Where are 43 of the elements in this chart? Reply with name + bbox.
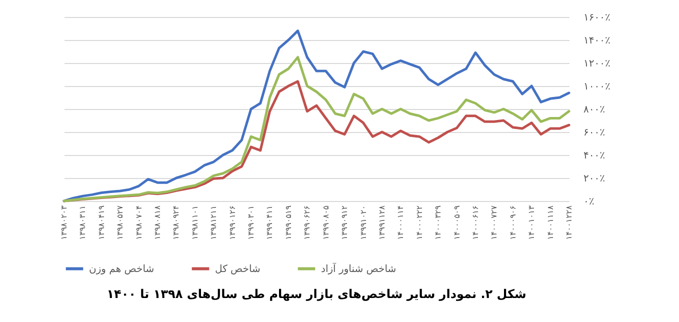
- x-tick-label: ۱۴۰۰۰۱۱۴: [396, 206, 406, 240]
- y-tick-label: ۴۰۰٪: [584, 150, 605, 162]
- x-tick-label: ۱۳۹۸۰۹۲۴: [172, 206, 181, 240]
- x-tick-label: ۱۳۹۹۰۹۱۲: [340, 206, 350, 240]
- x-tick-label: ۱۳۹۹۰۵۱۹: [284, 206, 293, 240]
- x-tick-label: ۱۴۰۰۰۹۰۶: [508, 206, 518, 240]
- text: شکل ۲. نمودار سایر شاخص‌های بازار سهام طی سال‌های ۱۳۹۸ تا ۱۴۰۰: [106, 287, 526, 301]
- x-tick-label: ۱۳۹۹۰۴۱۱: [265, 206, 274, 240]
- y-tick-label: ۶۰۰٪: [584, 128, 605, 138]
- x-tick-label: ۱۴۰۰۰۷۲۷: [490, 204, 499, 240]
- y-tick-label: ۱۰۰۰٪: [584, 82, 610, 92]
- legend-label: شاخص شناور آزاد: [321, 262, 396, 275]
- x-tick-label: ۱۴۰۰۰۶۱۶: [470, 206, 480, 240]
- x-tick-label: ۱۳۹۹۱۱۲۸: [377, 204, 386, 240]
- x-tick-label: ۱۳۹۸۰۷۰۴: [134, 206, 144, 240]
- y-tick-label: ۲۰۰٪: [584, 174, 605, 184]
- line-series: [62, 56, 570, 202]
- x-tick-label: ۱۴۰۰۰۲۲۲: [414, 206, 424, 240]
- x-tick-label: ۱۴۰۰۱۱۱۸: [546, 204, 555, 240]
- y-tick-label: ۱۴۰۰٪: [584, 36, 610, 46]
- y-tick-label: ۱۶۰۰٪: [584, 12, 610, 24]
- x-tick-label: ۱۳۹۸۱۱۰۱: [190, 206, 200, 240]
- line-series: [62, 30, 570, 202]
- x-tick-label: ۱۴۰۰۰۵۰۹: [452, 206, 462, 240]
- x-tick-label: ۱۳۹۹۰۳۰۱: [246, 206, 256, 240]
- x-tick-label: ۱۴۰۰۰۳۲۹: [434, 206, 443, 240]
- x-tick-label: ۱۳۹۹۰۸۰۵: [321, 206, 330, 240]
- y-tick-label: ۰٪: [584, 196, 594, 208]
- legend-label: شاخص کل: [215, 264, 260, 275]
- y-tick-label: ۱۲۰۰٪: [584, 58, 610, 70]
- x-tick-label: ۱۳۹۹۱۰۲۰: [358, 206, 368, 240]
- x-tick-label: ۱۴۰۰۱۰۱۳: [527, 204, 536, 240]
- x-tick-label: ۱۳۹۸۰۴۱۹: [96, 206, 106, 240]
- x-tick-label: ۱۳۹۸۰۲۰۳: [60, 204, 68, 240]
- legend-label: شاخص هم وزن: [89, 264, 154, 275]
- x-tick-label: ۱۳۹۸۰۵۲۷: [116, 204, 125, 240]
- x-tick-label: ۱۳۹۸۰۸۱۸: [153, 204, 162, 240]
- x-tick-label: ۱۳۹۸۱۲۱۱: [209, 206, 218, 240]
- x-tick-label: ۱۳۹۹۰۶۲۶: [302, 206, 312, 240]
- x-tick-label: ۱۳۹۹۰۱۲۶: [228, 206, 237, 240]
- x-tick-label: ۱۴۰۰۱۲۲۸: [564, 204, 574, 240]
- y-tick-label: ۸۰۰٪: [584, 104, 605, 116]
- x-tick-label: ۱۳۹۸۰۳۱۱: [78, 206, 88, 240]
